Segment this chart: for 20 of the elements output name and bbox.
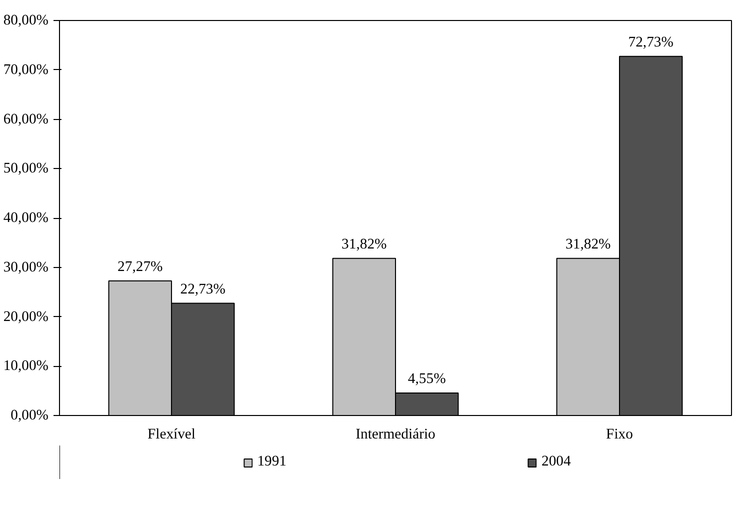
y-tick-label: 10,00% bbox=[3, 358, 48, 374]
data-label: 4,55% bbox=[408, 371, 446, 388]
data-label: 22,73% bbox=[180, 281, 226, 298]
y-tick-label: 80,00% bbox=[3, 12, 48, 28]
y-tick-label: 30,00% bbox=[3, 259, 48, 276]
y-tick-label: 40,00% bbox=[3, 210, 48, 226]
y-tick-label: 0,00% bbox=[10, 408, 48, 424]
y-tick-label: 20,00% bbox=[3, 308, 48, 325]
x-tick-label: Fixo bbox=[606, 426, 633, 442]
data-label: 27,27% bbox=[118, 258, 163, 275]
data-label: 72,73% bbox=[628, 34, 674, 50]
legend-label: 2004 bbox=[542, 454, 571, 470]
y-tick-label: 50,00% bbox=[3, 160, 48, 177]
legend-label: 1991 bbox=[257, 454, 286, 470]
y-tick-label: 60,00% bbox=[3, 111, 48, 128]
x-tick-label: Intermediário bbox=[356, 426, 436, 442]
y-tick-label: 70,00% bbox=[3, 62, 48, 78]
data-label: 31,82% bbox=[342, 236, 387, 252]
data-label: 31,82% bbox=[566, 236, 611, 252]
x-tick-label: Flexível bbox=[147, 426, 196, 442]
